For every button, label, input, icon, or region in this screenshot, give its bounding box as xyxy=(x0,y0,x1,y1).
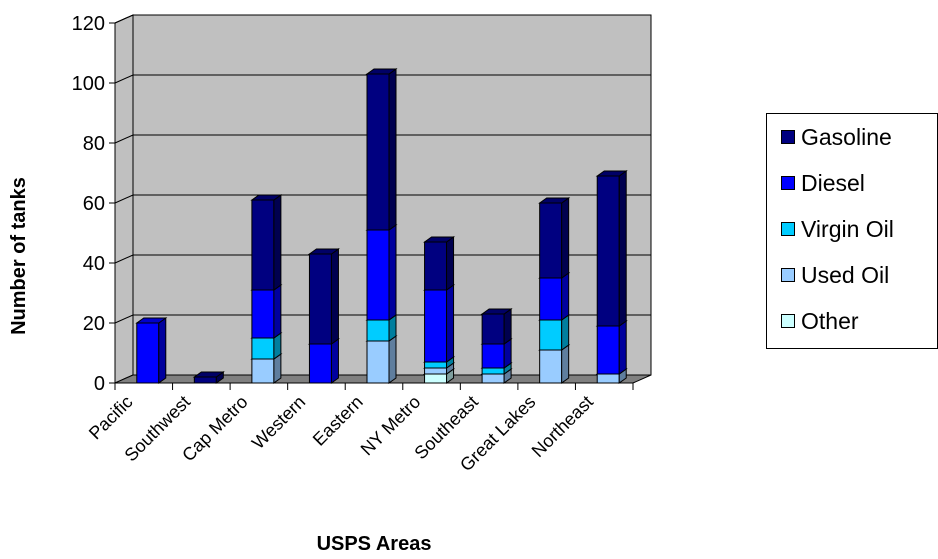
legend: Gasoline Diesel Virgin Oil Used Oil Other xyxy=(766,113,938,349)
bar-segment xyxy=(135,317,168,384)
legend-label: Diesel xyxy=(801,169,865,196)
bar-segment xyxy=(250,284,283,339)
legend-item: Diesel xyxy=(781,168,865,198)
legend-item: Other xyxy=(781,306,859,336)
legend-label: Other xyxy=(801,307,859,334)
gridline xyxy=(114,254,651,264)
bar-segment xyxy=(250,194,283,291)
y-tick-label: 40 xyxy=(83,253,105,275)
bar-segment xyxy=(307,248,341,345)
bar-segment xyxy=(538,197,571,279)
bars xyxy=(135,68,628,384)
y-tick-label: 100 xyxy=(72,73,105,95)
gridline xyxy=(114,134,651,144)
y-tick-label: 0 xyxy=(94,373,105,395)
x-axis-title: USPS Areas xyxy=(317,533,432,555)
x-tick-label: Northeast xyxy=(528,392,597,461)
gridline xyxy=(114,194,651,204)
legend-swatch xyxy=(781,314,795,328)
bar-segment xyxy=(422,284,456,363)
x-tick-label: Western xyxy=(248,392,309,453)
y-axis-title: Number of tanks xyxy=(8,177,30,335)
x-tick-label: Eastern xyxy=(309,392,367,450)
gridline xyxy=(114,74,651,84)
bar-segment xyxy=(595,320,628,375)
gridline xyxy=(114,314,651,324)
y-tick-label: 120 xyxy=(72,13,105,35)
x-tick-label: Pacific xyxy=(85,392,137,444)
bar-segment xyxy=(365,335,398,384)
bar-segment xyxy=(307,338,341,384)
bar-segment xyxy=(538,272,571,321)
legend-label: Virgin Oil xyxy=(801,215,894,242)
y-tick-label: 80 xyxy=(83,133,105,155)
y-tick-label: 20 xyxy=(83,313,105,335)
bar-segment xyxy=(538,314,571,351)
bar-segment xyxy=(365,224,398,321)
bar-segment xyxy=(538,344,571,384)
legend-item: Virgin Oil xyxy=(781,214,894,244)
legend-swatch xyxy=(781,130,795,144)
bar-segment xyxy=(480,308,513,345)
bar-segment xyxy=(192,371,225,384)
legend-label: Gasoline xyxy=(801,123,892,150)
bar-segment xyxy=(365,68,398,231)
gridlines xyxy=(114,14,651,324)
y-tick-label: 60 xyxy=(83,193,105,215)
bar-segment xyxy=(422,236,456,291)
legend-item: Used Oil xyxy=(781,260,889,290)
legend-swatch xyxy=(781,222,795,236)
bar-segment xyxy=(595,170,628,327)
legend-swatch xyxy=(781,176,795,190)
gridline xyxy=(114,14,651,24)
legend-item: Gasoline xyxy=(781,122,892,152)
legend-label: Used Oil xyxy=(801,261,890,288)
y-axis: 0 20 40 60 80 100 120 xyxy=(72,13,116,395)
legend-swatch xyxy=(781,268,795,282)
